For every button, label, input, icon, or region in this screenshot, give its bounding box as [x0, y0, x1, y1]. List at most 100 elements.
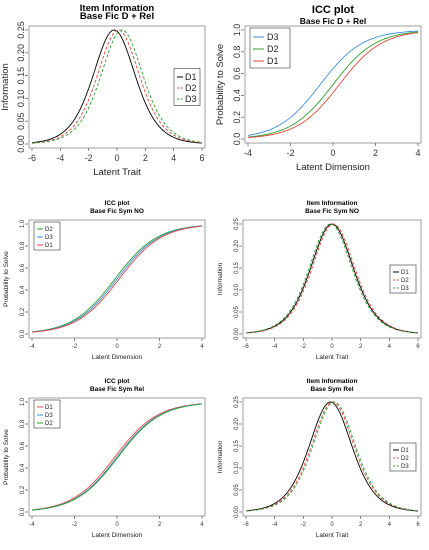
- legend-label: D2: [45, 227, 53, 233]
- x-axis-label: Latent Dimension: [92, 532, 143, 539]
- y-tick-label: 0.2: [20, 307, 26, 316]
- y-axis-label: Probability to Solve: [3, 429, 10, 485]
- series-line-d3: [31, 29, 203, 144]
- legend-label: D1: [267, 56, 279, 66]
- x-tick-label: -6: [243, 344, 249, 350]
- y-tick-label: 0.4: [20, 285, 26, 294]
- legend-label: D3: [267, 32, 279, 42]
- legend: D3 D2 D1: [249, 27, 291, 69]
- x-tick-label: -2: [72, 344, 78, 350]
- y-tick-label: 0.00: [234, 328, 240, 340]
- y-axis-label: Probability to Solve: [3, 251, 10, 307]
- x-tick-label: -2: [301, 344, 307, 350]
- y-tick-label: 0.8: [20, 241, 26, 250]
- y-tick-label: 0.15: [16, 67, 26, 85]
- x-tick-label: -4: [29, 522, 35, 528]
- y-tick-label: 0.20: [234, 240, 240, 252]
- legend-label: D2: [401, 278, 409, 284]
- legend-label: D3: [185, 94, 197, 104]
- y-tick-label: 0.0: [20, 329, 26, 338]
- chart-panel-3: ICC plot Base Fic Sym NO -4 -2 0 2 4 0.0 0.2 0.4 0…: [2, 196, 212, 372]
- chart-panel-5: ICC plot Base Fic Sym Rel -4 -2 0 2 4 0.0 0.2 0.4…: [2, 374, 212, 548]
- y-tick-label: 0.20: [234, 418, 240, 430]
- y-tick-label: 0.15: [234, 440, 240, 452]
- x-tick-label: -4: [272, 344, 278, 350]
- x-tick-label: -4: [29, 344, 35, 350]
- legend-label: D3: [45, 235, 53, 241]
- series-line-d2: [31, 225, 203, 333]
- y-tick-label: 0.00: [234, 506, 240, 518]
- chart-title: ICC plot: [105, 378, 131, 385]
- y-tick-label: 0.6: [20, 441, 26, 450]
- x-tick-label: 0: [114, 153, 119, 163]
- x-tick-label: 4: [171, 153, 176, 163]
- series-line-d3: [31, 225, 203, 333]
- y-tick-label: 0.0: [232, 133, 242, 146]
- y-tick-label: 1.0: [20, 219, 26, 228]
- x-tick-label: 6: [416, 522, 420, 528]
- x-axis-label: Latent Dimension: [296, 162, 370, 173]
- x-tick-label: 0: [330, 344, 334, 350]
- series-line-d1: [247, 32, 419, 138]
- x-tick-label: 2: [359, 522, 363, 528]
- y-tick-label: 1.0: [20, 397, 26, 406]
- legend: D1 D3 D2: [33, 399, 61, 429]
- y-axis-label: Information: [217, 262, 224, 295]
- x-tick-label: -2: [301, 522, 307, 528]
- series-line-d1: [31, 403, 203, 511]
- chart-title: Item Information: [80, 3, 155, 14]
- x-tick-label: -4: [56, 153, 64, 163]
- y-tick-label: 0.8: [232, 46, 242, 59]
- x-axis-label: Latent Trait: [316, 354, 349, 361]
- y-tick-label: 0.6: [232, 67, 242, 80]
- legend-label: D1: [45, 405, 53, 411]
- legend: D1 D2 D3: [389, 264, 417, 294]
- legend-label: D2: [267, 44, 279, 54]
- series-line-d1: [31, 225, 203, 333]
- legend-box: [33, 221, 61, 251]
- legend-label: D1: [185, 72, 197, 82]
- chart-subtitle: Base Fic D + Rel: [80, 11, 154, 22]
- legend-label: D1: [45, 243, 53, 249]
- chart-title: ICC plot: [105, 200, 131, 207]
- x-tick-label: 4: [200, 344, 204, 350]
- series-line-d3: [247, 30, 419, 136]
- y-tick-label: 0.4: [232, 89, 242, 102]
- chart-panel-1: Item Information Base Fic D + Rel -6 -4 -2 0 2…: [0, 2, 212, 184]
- chart-subtitle: Base Fic Sym Rel: [90, 386, 144, 393]
- legend-label: D2: [401, 456, 409, 462]
- y-tick-label: 0.25: [16, 21, 26, 39]
- x-tick-label: 2: [373, 148, 378, 158]
- legend-label: D2: [185, 83, 197, 93]
- chart-panel-6: Item Information Base Sym Rel -6 -4 -2 0 2 4 6 0.…: [216, 374, 426, 548]
- legend-label: D1: [401, 448, 409, 454]
- series-line-d2: [31, 403, 203, 511]
- chart-subtitle: Base Fic Sym NO: [90, 208, 144, 215]
- x-tick-label: 6: [199, 153, 204, 163]
- y-tick-label: 0.10: [16, 90, 26, 108]
- chart-subtitle: Base Fic Sym NO: [305, 208, 359, 215]
- x-axis-label: Latent Trait: [316, 532, 349, 539]
- y-tick-label: 0.6: [20, 263, 26, 272]
- y-tick-label: 0.2: [232, 111, 242, 124]
- y-tick-label: 1.0: [232, 24, 242, 37]
- legend-label: D2: [45, 421, 53, 427]
- x-tick-label: 0: [115, 522, 119, 528]
- legend: D1 D2 D3: [389, 442, 417, 472]
- y-axis-label: Probability to Solve: [215, 44, 226, 125]
- y-tick-label: 0.2: [20, 485, 26, 494]
- series-line-d1: [31, 29, 203, 144]
- y-tick-label: 0.8: [20, 419, 26, 428]
- x-tick-label: -4: [272, 522, 278, 528]
- x-tick-label: -6: [243, 522, 249, 528]
- y-axis-label: Information: [217, 440, 224, 473]
- series-line-d2: [247, 31, 419, 138]
- y-tick-label: 0.10: [234, 462, 240, 474]
- x-tick-label: 4: [388, 522, 392, 528]
- x-tick-label: 0: [330, 148, 335, 158]
- series-line-d1: [245, 223, 419, 334]
